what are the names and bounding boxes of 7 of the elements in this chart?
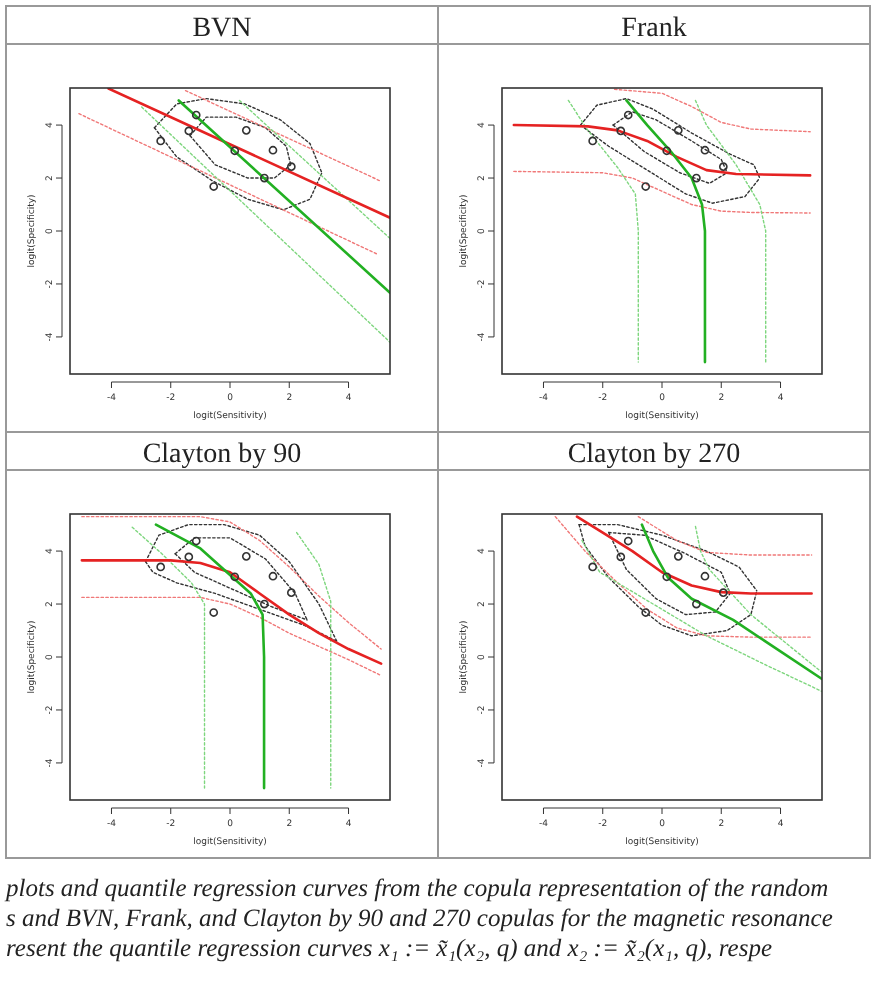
text: resent the quantile regression curves x₁ := x̃₁(x₂, q) and x₂ := x̃₂(x₁, q), respe: [6, 934, 773, 962]
chart-title: Frank: [621, 14, 687, 44]
chart-title: Clayton by 90: [142, 440, 302, 470]
text: plots and quantile regression curves from the copula representation of the random: [4, 874, 829, 902]
chart-title: Clayton by 270: [567, 440, 741, 470]
chart-title: BVN: [192, 14, 252, 44]
text: s and BVN, Frank, and Clayton by 90 and 270 copulas for the magnetic resonance: [6, 904, 834, 932]
